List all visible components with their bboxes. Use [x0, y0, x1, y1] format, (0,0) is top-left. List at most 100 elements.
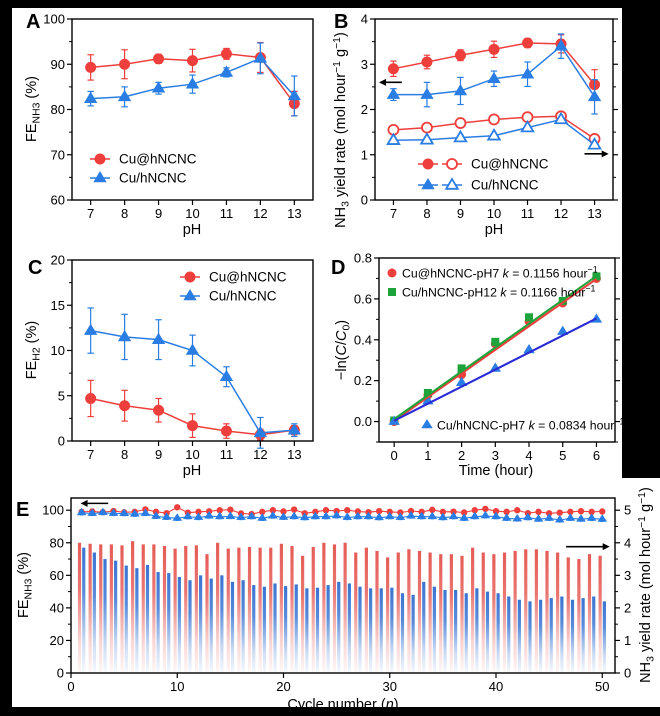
y2-axis-label: NH3 yield rate (mol hour−1 g−1): [637, 487, 656, 683]
panel-letter-c: C: [28, 257, 42, 279]
series-cu-hncnc: [83, 42, 302, 117]
svg-text:0: 0: [391, 448, 398, 463]
svg-text:Cu@hNCNC: Cu@hNCNC: [471, 157, 549, 172]
svg-text:6: 6: [593, 448, 600, 463]
svg-text:70: 70: [51, 147, 65, 162]
svg-text:12: 12: [253, 447, 267, 462]
panel-d: 0 1 2 3 4 5 6 0.0 0.2 0.4 0.6 0.8 Time (hour) −ln(C/C…: [331, 251, 625, 480]
panel-e: 0 10 20 30 40 50 0 20 40 60 80 100 0 1 2 3 4 5 Cycle numbe…: [16, 487, 656, 713]
svg-text:9: 9: [155, 206, 162, 221]
svg-text:Cu/hNCNC-pH12 k = 0.1166 hour: Cu/hNCNC-pH12 k = 0.1166 hour−1: [402, 284, 595, 300]
svg-text:8: 8: [121, 447, 128, 462]
svg-text:3: 3: [361, 57, 368, 72]
axis-ticks: 0 10 20 30 40 50 0 20 40 60 80 100 0 1 2 3 4 5: [42, 503, 631, 694]
y-axis-label: FEH2 (%): [24, 321, 42, 379]
svg-text:11: 11: [521, 206, 535, 221]
svg-text:100: 100: [43, 12, 65, 27]
panel-a: 7 8 9 10 11 12 13 60 70 80 90 100 pH FENH3 (%) Cu@hNCN…: [24, 11, 314, 238]
x-axis-label: Time (hour): [459, 463, 533, 479]
svg-text:0: 0: [58, 434, 65, 449]
svg-text:50: 50: [595, 679, 609, 694]
svg-text:0.2: 0.2: [354, 373, 372, 388]
legend: Cu@hNCNC Cu/hNCNC: [90, 152, 197, 186]
svg-text:20: 20: [51, 253, 65, 268]
svg-text:7: 7: [87, 206, 94, 221]
svg-text:2: 2: [361, 102, 368, 117]
legend: Cu@hNCNC-pH7 k = 0.1156 hour−1 Cu/hNCNC-p…: [387, 265, 625, 433]
y-axis-label: FENH3 (%): [24, 76, 42, 142]
svg-text:11: 11: [220, 206, 234, 221]
svg-text:60: 60: [50, 568, 64, 583]
svg-text:13: 13: [287, 447, 301, 462]
svg-text:2: 2: [624, 600, 631, 615]
svg-text:7: 7: [87, 447, 94, 462]
axis-ticks: 7 8 9 10 11 12 13 0 5 10 15 20: [51, 253, 302, 463]
y-axis-label: NH3 yield rate (mol hour−1 g−1): [332, 32, 351, 228]
svg-text:3: 3: [624, 568, 631, 583]
svg-text:40: 40: [50, 600, 64, 615]
series-cu-hncnc-nh3-yield-rate: [77, 541, 602, 673]
svg-text:0: 0: [67, 679, 74, 694]
svg-text:40: 40: [489, 679, 503, 694]
svg-text:3: 3: [492, 448, 499, 463]
svg-text:13: 13: [287, 206, 301, 221]
legend: Cu@hNCNC Cu/hNCNC: [418, 157, 549, 193]
series-cu-hncnc-left-axis: [386, 33, 602, 115]
panel-c: 7 8 9 10 11 12 13 0 5 10 15 20 pH FEH2 (%) Cu@hNCNC Cu/…: [24, 253, 314, 479]
svg-text:11: 11: [220, 447, 234, 462]
svg-text:90: 90: [51, 57, 65, 72]
svg-text:10: 10: [185, 206, 199, 221]
svg-text:8: 8: [121, 206, 128, 221]
fit-line-fit-cu-hncnc-ph7: [393, 278, 598, 422]
svg-text:10: 10: [185, 447, 199, 462]
svg-text:12: 12: [253, 206, 267, 221]
svg-text:0.8: 0.8: [354, 251, 372, 266]
svg-text:7: 7: [390, 206, 397, 221]
y-axis-label: −ln(C/C0): [334, 320, 352, 380]
panel-letter-e: E: [16, 499, 29, 521]
axis-indicator-arrow-2: [584, 150, 609, 158]
series-cu-hncnc-nh3-yield-rate: [82, 547, 606, 673]
plot-border: [70, 497, 616, 674]
svg-text:4: 4: [525, 448, 532, 463]
svg-text:0.6: 0.6: [354, 291, 372, 306]
svg-text:10: 10: [487, 206, 501, 221]
svg-text:60: 60: [51, 193, 65, 208]
svg-text:4: 4: [361, 12, 368, 27]
svg-text:8: 8: [423, 206, 430, 221]
legend: Cu@hNCNC Cu/hNCNC: [180, 270, 287, 304]
x-axis-label: pH: [183, 222, 202, 238]
svg-text:30: 30: [383, 679, 397, 694]
figure-background-top: [12, 8, 622, 478]
svg-text:Cu/hNCNC: Cu/hNCNC: [119, 171, 187, 186]
svg-text:Cu@hNCNC: Cu@hNCNC: [119, 152, 197, 167]
fit-line-fit-cu-hncnc-ph7: [393, 317, 597, 422]
x-axis-label: pH: [183, 463, 202, 479]
fit-line-fit-cu-hncnc-ph12: [393, 275, 598, 420]
svg-text:9: 9: [457, 206, 464, 221]
svg-text:0: 0: [361, 193, 368, 208]
series-cu-hncnc: [83, 307, 302, 449]
svg-text:15: 15: [51, 298, 65, 313]
svg-text:0.4: 0.4: [354, 332, 372, 347]
axis-ticks: 7 8 9 10 11 12 13 60 70 80 90 100: [43, 12, 301, 222]
plot-border: [378, 257, 616, 443]
y-axis-label: FENH3 (%): [16, 552, 34, 618]
svg-text:1: 1: [624, 633, 631, 648]
svg-text:12: 12: [554, 206, 568, 221]
svg-text:Cu/hNCNC: Cu/hNCNC: [209, 289, 277, 304]
svg-text:1: 1: [424, 448, 431, 463]
svg-text:80: 80: [51, 102, 65, 117]
svg-text:5: 5: [58, 388, 65, 403]
svg-text:5: 5: [559, 448, 566, 463]
svg-text:Cu/hNCNC-pH7 k = 0.0834 hour−: Cu/hNCNC-pH7 k = 0.0834 hour−1: [437, 417, 625, 433]
svg-text:10: 10: [51, 343, 65, 358]
panel-letter-b: B: [334, 11, 348, 33]
svg-text:10: 10: [170, 679, 184, 694]
svg-text:5: 5: [624, 503, 631, 518]
